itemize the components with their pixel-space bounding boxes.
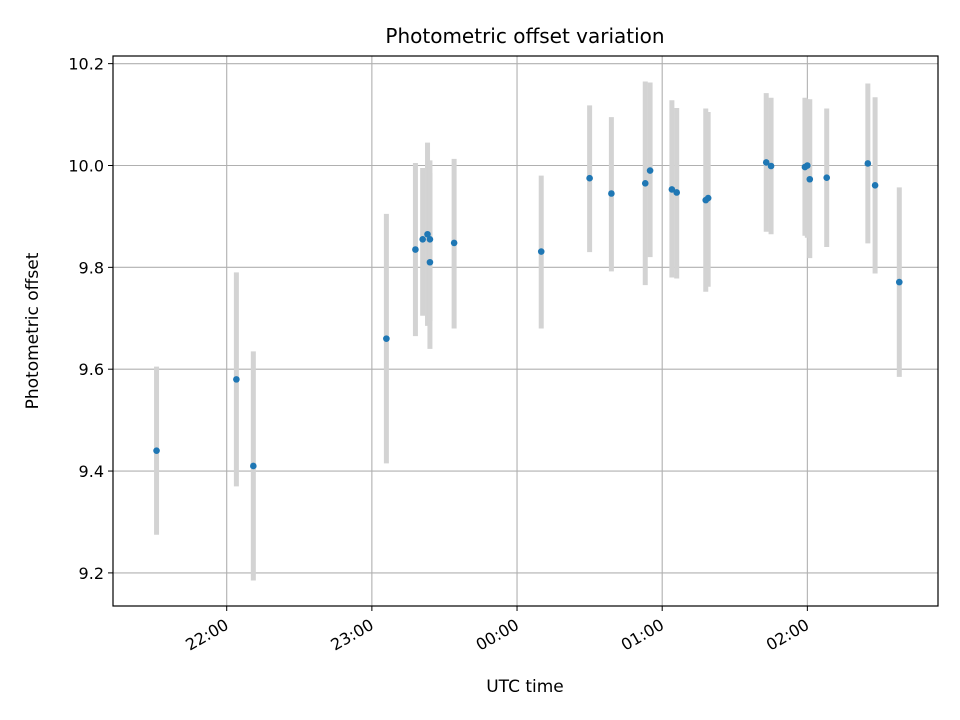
x-axis-label: UTC time: [486, 677, 564, 697]
y-axis-label: Photometric offset: [23, 252, 43, 409]
y-tick-label: 9.8: [79, 258, 104, 277]
y-axis-ticks: 9.2 9.4 9.6 9.8 10.0 10.2: [68, 55, 113, 583]
plot-frame: [112, 55, 939, 607]
data-point: [153, 447, 160, 454]
y-tick-label: 9.4: [79, 462, 104, 481]
y-tick-label: 9.2: [79, 564, 104, 583]
data-point: [450, 239, 458, 247]
data-point: [641, 180, 649, 187]
data-point: [608, 190, 615, 197]
data-point: [673, 189, 681, 196]
data-point: [767, 162, 775, 170]
data-point: [424, 230, 431, 238]
data-point: [383, 335, 390, 342]
data-point: [250, 462, 257, 470]
data-point: [806, 175, 814, 183]
data-point: [804, 162, 811, 169]
data-point: [646, 167, 654, 174]
data-point: [419, 236, 426, 243]
data-point: [895, 278, 903, 286]
data-point: [668, 186, 676, 193]
data-points: [153, 159, 903, 470]
data-point: [233, 376, 240, 383]
chart-title: Photometric offset variation: [385, 24, 664, 48]
data-point: [412, 246, 419, 253]
data-point: [426, 236, 434, 243]
data-point: [871, 182, 879, 189]
data-point: [823, 174, 831, 182]
y-tick-label: 9.6: [79, 360, 104, 379]
data-point: [762, 159, 770, 166]
data-point: [704, 194, 712, 202]
grid: [113, 56, 938, 606]
data-point: [426, 258, 434, 266]
y-tick-label: 10.0: [68, 156, 104, 175]
y-tick-label: 10.2: [68, 55, 104, 74]
data-point: [537, 248, 545, 255]
data-point: [864, 160, 872, 167]
data-point: [586, 174, 593, 182]
